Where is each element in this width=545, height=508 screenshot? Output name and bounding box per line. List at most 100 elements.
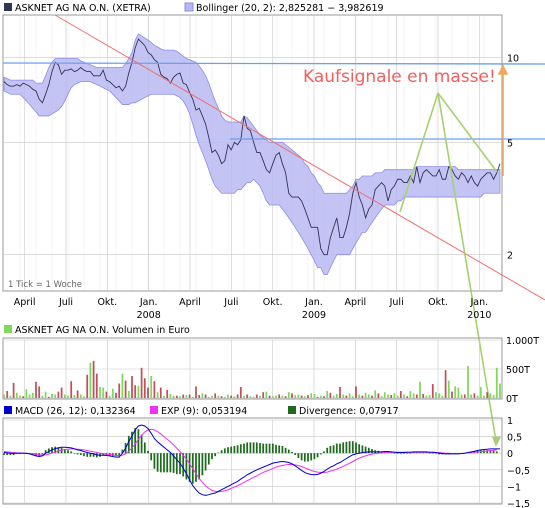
volume-bar <box>217 395 220 398</box>
macd-divergence-bar <box>41 453 44 455</box>
macd-divergence-bar <box>102 453 105 456</box>
price-x-tick-label: April <box>14 297 36 308</box>
volume-bar <box>441 395 444 398</box>
macd-divergence-bar <box>92 453 95 457</box>
volume-bar <box>83 396 85 398</box>
macd-divergence-bar <box>6 453 9 455</box>
volume-bar <box>28 394 31 398</box>
macd-divergence-bar <box>143 442 146 454</box>
volume-bar <box>38 386 41 398</box>
volume-bar <box>358 394 361 398</box>
macd-divergence-bar <box>268 443 271 454</box>
macd-divergence-bar <box>271 443 274 454</box>
volume-panel-legend-swatch <box>4 325 12 333</box>
volume-bar <box>335 393 338 398</box>
volume-bar <box>223 396 226 398</box>
volume-bar <box>131 375 133 398</box>
volume-bar <box>473 393 476 398</box>
price-x-tick-label: Juli <box>58 297 73 308</box>
macd-divergence-bar <box>284 447 287 454</box>
volume-bar <box>451 391 453 398</box>
price-x-ticks: April Juli Okt. Jan. April Juli Okt. Jan. April J… <box>14 297 492 321</box>
volume-bar <box>447 380 450 398</box>
volume-bar <box>460 394 463 398</box>
macd-divergence-bars <box>3 428 498 484</box>
volume-y-tick-label: 0T <box>506 394 518 405</box>
volume-bar <box>121 373 124 398</box>
volume-bar <box>457 387 460 398</box>
macd-divergence-bar <box>316 453 319 458</box>
macd-divergence-bar <box>300 453 303 461</box>
volume-bar <box>95 373 98 398</box>
macd-divergence-bar <box>403 453 405 454</box>
volume-bar <box>291 393 293 398</box>
macd-divergence-bar <box>230 446 233 454</box>
volume-bar <box>143 378 146 398</box>
macd-divergence-bar <box>227 447 229 454</box>
macd-divergence-bar <box>351 441 354 454</box>
macd-divergence-bar <box>150 453 153 461</box>
macd-panel-legend-label-1: EXP (9): 0,053194 <box>161 406 247 417</box>
volume-bar <box>175 395 178 398</box>
macd-divergence-bar <box>435 453 437 454</box>
volume-bar <box>367 394 370 398</box>
volume-bar <box>89 362 92 398</box>
green-arrow-line-0 <box>437 92 498 173</box>
macd-divergence-bar <box>319 453 322 455</box>
volume-bar <box>278 394 281 398</box>
macd-divergence-bar <box>310 453 313 461</box>
macd-y-tick-label: −1,5 <box>507 499 530 508</box>
volume-bar <box>307 395 309 398</box>
macd-divergence-bar <box>358 444 361 454</box>
volume-bar <box>44 391 47 398</box>
macd-divergence-bar <box>9 453 12 455</box>
macd-divergence-bar <box>70 451 73 454</box>
macd-divergence-bar <box>335 443 338 454</box>
macd-divergence-bar <box>169 453 172 473</box>
volume-bar <box>364 392 367 398</box>
macd-divergence-bar <box>223 448 226 454</box>
volume-bar <box>297 394 300 398</box>
macd-y-tick-label: 1 <box>507 416 513 427</box>
macd-divergence-bar <box>86 453 89 457</box>
macd-divergence-bar <box>195 453 197 482</box>
volume-bar <box>63 394 66 398</box>
macd-divergence-bar <box>419 452 421 454</box>
macd-divergence-bar <box>188 453 191 482</box>
macd-divergence-bar <box>323 451 325 454</box>
green-arrow-head <box>491 436 502 447</box>
volume-bar <box>403 394 405 398</box>
macd-divergence-bar <box>44 450 47 454</box>
volume-bar <box>163 395 165 398</box>
macd-divergence-bar <box>255 442 258 454</box>
volume-y-tick-label: 500T <box>506 365 530 376</box>
volume-panel: ASKNET AG NA O.N. Volumen in Euro 0T 500T… <box>2 325 539 405</box>
price-x-tick-label: April <box>179 297 201 308</box>
macd-divergence-bar <box>156 453 159 472</box>
price-x-tick-label: Jan. <box>304 297 323 308</box>
exp-line <box>3 428 497 493</box>
macd-divergence-bar <box>275 444 277 454</box>
volume-bar <box>25 389 28 398</box>
macd-divergence-bar <box>399 453 402 454</box>
macd-divergence-bar <box>252 442 255 454</box>
price-x-tick-label: Juli <box>223 297 238 308</box>
volume-bar <box>41 395 44 398</box>
macd-divergence-bar <box>348 441 351 454</box>
macd-panel-legend-label-2: Divergence: 0,07917 <box>299 406 399 417</box>
macd-divergence-bar <box>79 453 82 455</box>
volume-bar <box>431 384 434 398</box>
macd-divergence-bar <box>204 453 207 471</box>
volume-bar <box>287 392 290 398</box>
price-x-year-label: 2010 <box>467 310 491 321</box>
volume-bar <box>463 394 466 398</box>
volume-bar <box>371 395 373 398</box>
volume-bar <box>259 395 261 398</box>
volume-bar <box>268 395 271 398</box>
price-y-ticks: 2 5 10 <box>507 53 519 261</box>
macd-divergence-bar <box>492 450 495 454</box>
volume-bar <box>345 395 348 398</box>
macd-divergence-bar <box>3 453 5 455</box>
volume-bar <box>255 394 258 398</box>
